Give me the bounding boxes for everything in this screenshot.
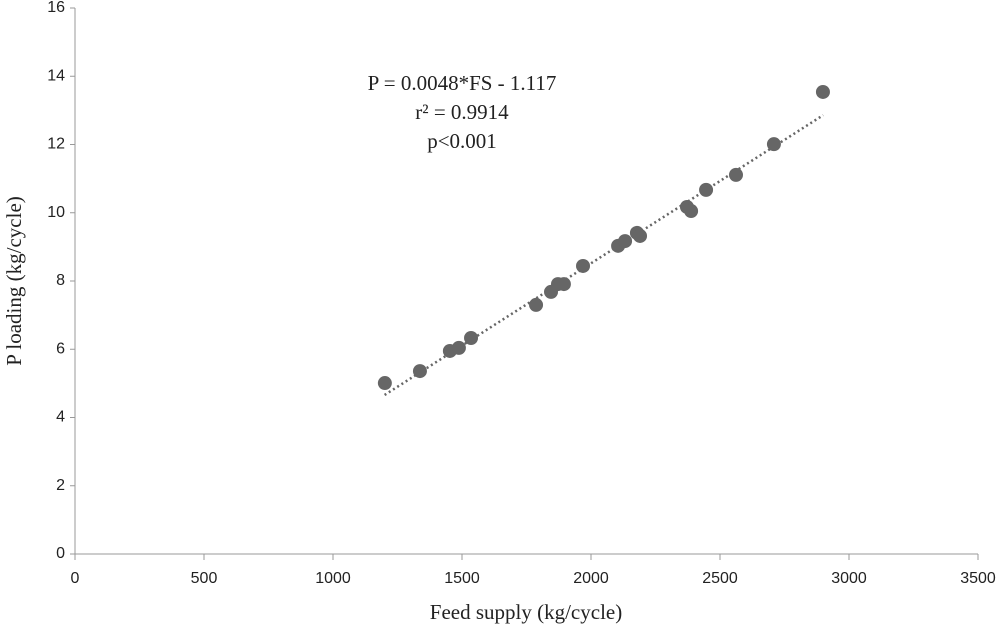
- data-point: [464, 330, 479, 345]
- annotation: r² = 0.9914: [415, 100, 509, 124]
- x-axis-title: Feed supply (kg/cycle): [430, 600, 622, 624]
- data-point: [451, 340, 466, 355]
- annotation: P = 0.0048*FS - 1.117: [368, 71, 557, 95]
- y-tick-label: 8: [56, 272, 65, 289]
- y-tick-label: 4: [56, 409, 65, 426]
- x-tick-label: 1000: [315, 570, 351, 587]
- y-tick-label: 14: [47, 67, 65, 84]
- x-tick-label: 2500: [702, 570, 738, 587]
- data-point: [529, 297, 544, 312]
- y-axis-title: P loading (kg/cycle): [2, 196, 26, 366]
- data-point: [766, 137, 781, 152]
- x-tick-label: 0: [71, 570, 80, 587]
- data-point: [684, 204, 699, 219]
- x-tick-label: 3500: [960, 570, 996, 587]
- y-tick-label: 6: [56, 340, 65, 357]
- y-tick-label: 2: [56, 477, 65, 494]
- x-tick-label: 2000: [573, 570, 609, 587]
- data-point: [633, 228, 648, 243]
- data-point: [618, 234, 633, 249]
- data-point: [576, 258, 591, 273]
- data-point: [728, 167, 743, 182]
- y-tick-label: 12: [47, 136, 65, 153]
- data-point: [377, 376, 392, 391]
- data-point: [556, 277, 571, 292]
- x-tick-label: 3000: [831, 570, 867, 587]
- data-point: [699, 182, 714, 197]
- x-tick-label: 500: [191, 570, 218, 587]
- y-tick-label: 10: [47, 204, 65, 221]
- annotation: p<0.001: [427, 129, 497, 153]
- y-tick-label: 0: [56, 545, 65, 562]
- data-point: [412, 364, 427, 379]
- data-point: [815, 84, 830, 99]
- y-tick-label: 16: [47, 0, 65, 16]
- x-tick-label: 1500: [444, 570, 480, 587]
